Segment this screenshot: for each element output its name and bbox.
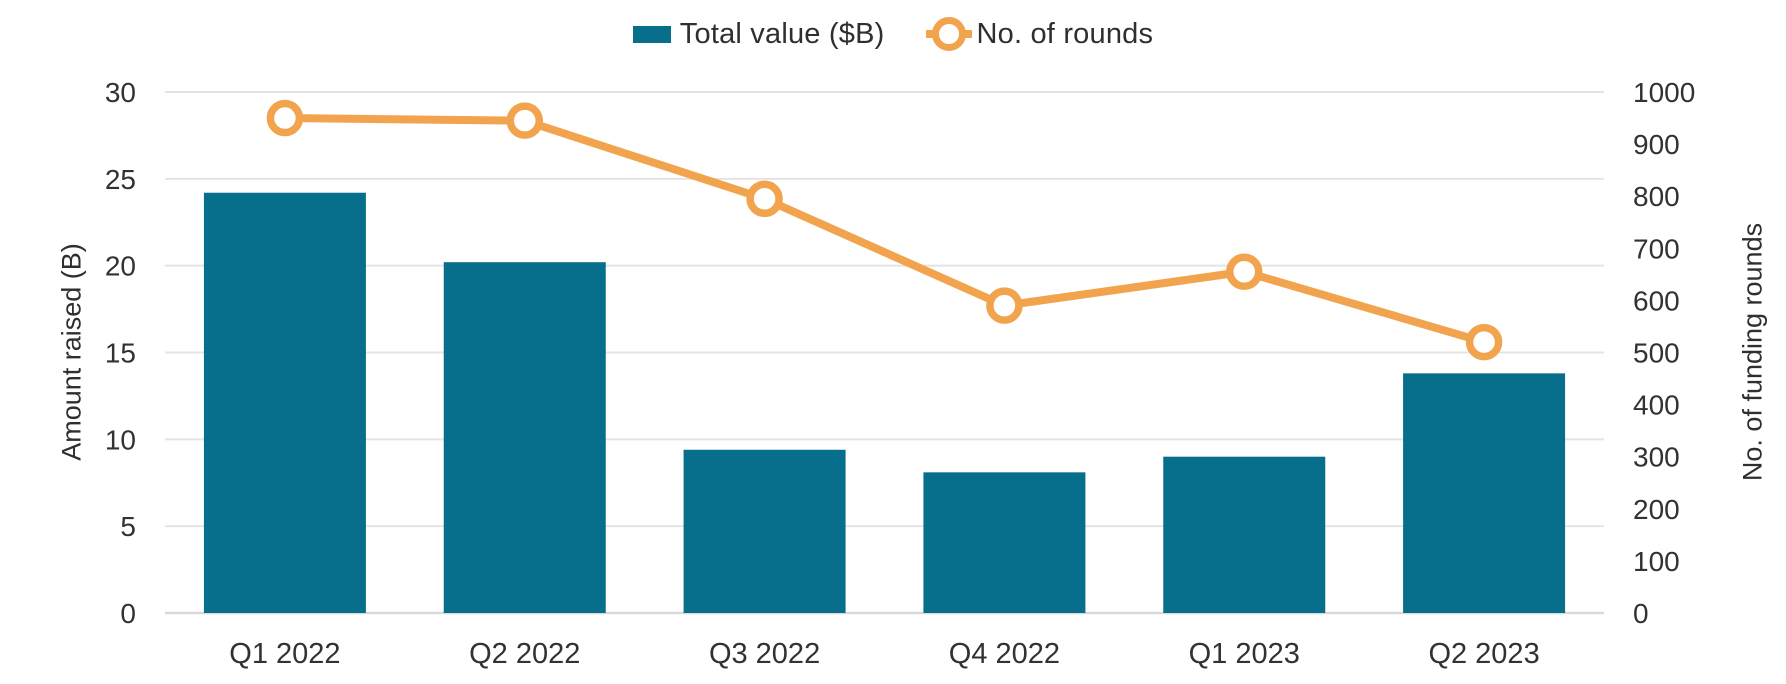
right-tick-label: 1000: [1633, 77, 1695, 108]
ring-marker: [266, 99, 304, 137]
left-tick-label: 20: [105, 251, 136, 282]
x-category-label: Q2 2023: [1428, 638, 1539, 670]
x-category-label: Q1 2023: [1189, 638, 1300, 670]
x-category-label: Q1 2022: [229, 638, 340, 670]
bar: [443, 262, 606, 613]
x-category-label: Q3 2022: [709, 638, 820, 670]
right-tick-label: 500: [1633, 338, 1680, 369]
left-tick-label: 0: [120, 598, 136, 629]
legend-label-total-value: Total value ($B): [679, 17, 885, 50]
bar: [923, 472, 1086, 613]
bar: [1163, 456, 1326, 613]
right-tick-label: 0: [1633, 598, 1649, 629]
bar: [203, 192, 366, 613]
left-axis-title: Amount raised (B): [56, 243, 87, 461]
x-category-label: Q2 2022: [469, 638, 580, 670]
ring-marker: [986, 287, 1023, 324]
left-tick-label: 5: [120, 511, 136, 542]
left-tick-label: 25: [105, 164, 136, 195]
legend-item-total-value: Total value ($B): [632, 17, 885, 51]
line-ring-icon: [926, 16, 973, 52]
ring-marker: [506, 102, 543, 139]
right-tick-label: 600: [1633, 285, 1680, 316]
x-category-label: Q4 2022: [949, 638, 1060, 670]
right-tick-label: 100: [1633, 546, 1680, 577]
right-axis-title: No. of funding rounds: [1737, 222, 1768, 482]
right-tick-label: 400: [1633, 390, 1680, 421]
right-tick-label: 200: [1633, 494, 1680, 525]
ring-marker: [746, 180, 783, 218]
bar-swatch-icon: [632, 25, 671, 43]
right-tick-label: 800: [1633, 181, 1680, 212]
line-series: [284, 114, 1486, 346]
legend-item-rounds: No. of rounds: [926, 16, 1153, 52]
bar: [1403, 373, 1566, 613]
legend-label-rounds: No. of rounds: [976, 17, 1154, 50]
legend: Total value ($B) No. of rounds: [0, 16, 1786, 52]
ring-marker-icon: [932, 17, 967, 51]
bar: [683, 449, 846, 613]
right-tick-label: 700: [1633, 233, 1680, 264]
ring-marker: [1226, 253, 1263, 290]
right-tick-label: 300: [1633, 442, 1680, 473]
left-tick-label: 15: [105, 338, 136, 369]
ring-marker: [1465, 323, 1503, 361]
left-tick-label: 10: [105, 424, 136, 455]
left-tick-label: 30: [105, 77, 136, 108]
right-tick-label: 900: [1633, 129, 1680, 160]
